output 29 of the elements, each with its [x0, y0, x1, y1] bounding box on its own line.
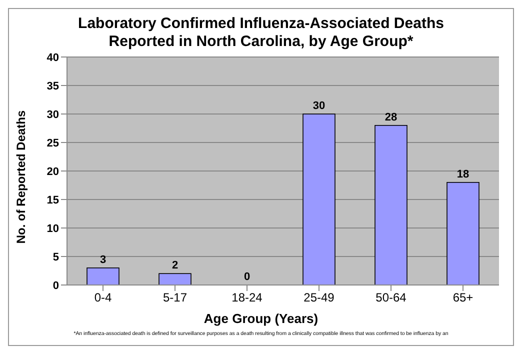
x-tick-label: 25-49: [304, 290, 335, 305]
x-tick-label: 18-24: [232, 290, 263, 305]
chart-title: Laboratory Confirmed Influenza-Associated Deaths Reported in North Carolina, by Age Group*: [77, 15, 445, 51]
x-tick-label: 5-17: [162, 290, 188, 305]
bar: [86, 268, 120, 285]
y-tick-label: 20: [46, 166, 59, 178]
x-tick-label: 0-4: [94, 290, 112, 305]
data-label: 2: [172, 260, 178, 272]
data-label: 18: [456, 168, 470, 180]
y-tick-label: 25: [46, 137, 59, 150]
data-label: 3: [100, 254, 106, 266]
data-label: 28: [384, 111, 398, 124]
x-tick-label: 50-64: [376, 290, 407, 305]
y-tick-label: 5: [52, 251, 59, 264]
bar: [374, 125, 408, 285]
bar: [158, 273, 192, 285]
x-tick-label: 65+: [452, 290, 474, 305]
y-axis-title: No. of Reported Deaths: [14, 110, 28, 244]
x-axis-title: Age Group (Years): [202, 311, 320, 326]
y-tick-label: 0: [52, 280, 59, 292]
y-tick-label: 35: [46, 80, 59, 92]
y-tick-label: 15: [46, 194, 59, 206]
y-tick-label: 30: [46, 108, 59, 121]
data-label: 30: [312, 100, 326, 112]
y-tick-label: 10: [46, 222, 59, 235]
data-label: 0: [244, 271, 250, 283]
y-tick-label: 40: [46, 52, 59, 64]
bar: [446, 182, 480, 285]
bar: [302, 114, 336, 285]
